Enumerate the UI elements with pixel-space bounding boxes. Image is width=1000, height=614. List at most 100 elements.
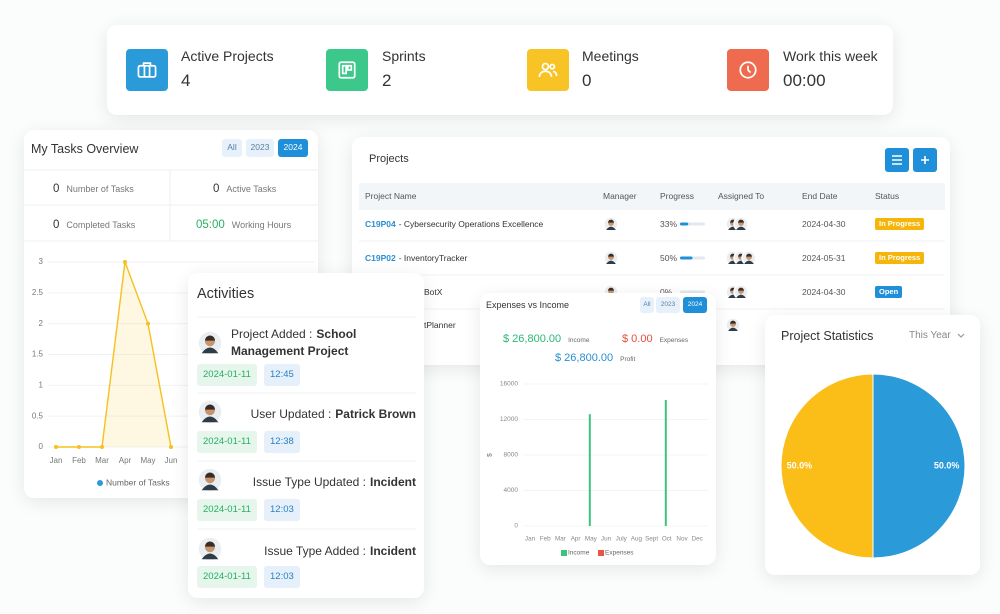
project-code[interactable]: C19P04: [365, 219, 396, 229]
summary: $ 26,800.00 Income: [503, 330, 589, 349]
tasks-chart: 0 0.5 1 1.5 2 2.5 3 Jan Feb Mar Apr May Jun Number of…: [24, 169, 318, 487]
legend-marker: [598, 550, 604, 556]
x-tick-label: May: [140, 456, 155, 465]
avatar-body: [744, 260, 754, 264]
projects-graphics: [359, 148, 945, 333]
pie-slice: [780, 373, 874, 559]
metric: 0 Number of Tasks: [53, 180, 134, 197]
x-tick-label: Apr: [119, 456, 132, 465]
avatar-hair: [608, 287, 614, 291]
avatar-body: [606, 226, 616, 230]
x-tick-label: Aug: [631, 536, 643, 543]
point: [146, 321, 150, 326]
metric-value: 0: [213, 183, 220, 195]
expenses-chart: 0 4000 8000 12000 16000 $ Jan Feb Mar Apr May Jun Ju…: [487, 381, 708, 557]
stat-label: Active Projects: [181, 48, 274, 64]
y-tick-label: 2: [39, 319, 44, 328]
summary-label: Income: [568, 337, 590, 344]
stat-icon: [727, 49, 769, 91]
y-axis-label: $: [487, 453, 494, 457]
x-tick-label: Oct: [662, 536, 672, 543]
table-header-bg: [359, 183, 945, 210]
x-tick-label: Feb: [72, 456, 86, 465]
project-name: tPlanner: [424, 317, 456, 333]
activity-text: Project Added : School Management Project: [231, 326, 381, 360]
activity-text: Issue Type Updated : Incident: [253, 474, 416, 490]
x-tick-label: May: [585, 536, 598, 543]
x-tick-label: Jun: [601, 536, 612, 543]
metric-label: Completed Tasks: [66, 220, 136, 230]
y-tick-label: 8000: [504, 452, 519, 459]
point: [77, 445, 81, 449]
progress-label: 0%: [660, 287, 673, 297]
stat-value: 2: [382, 71, 392, 90]
data-label: 50.0%: [787, 460, 813, 470]
legend-label: Number of Tasks: [106, 477, 170, 487]
activity-date: 2024-01-11: [197, 499, 257, 521]
summary-value: $ 0.00: [622, 333, 653, 345]
activity-text: User Updated : Patrick Brown: [251, 406, 416, 422]
x-tick-label: Jan: [525, 536, 536, 543]
y-tick-label: 1: [39, 380, 44, 389]
x-tick-label: Jun: [165, 456, 178, 465]
pie-chart: 50.0% 50.0%: [780, 333, 966, 559]
column-header: Manager: [603, 191, 637, 201]
filter-button[interactable]: 2023: [246, 139, 274, 157]
y-tick-label: 4000: [504, 487, 519, 494]
metric-value: 0: [53, 183, 60, 195]
point: [123, 260, 127, 264]
filter-button[interactable]: All: [640, 297, 654, 313]
y-tick-label: 0: [514, 523, 518, 530]
avatar-body: [201, 416, 219, 423]
filter-button[interactable]: 2024: [278, 139, 308, 157]
stat-value: 4: [181, 71, 191, 90]
stats-bar: Active Projects 4 Sprints 2 Meetings 0 W…: [107, 25, 893, 115]
stat-label: Meetings: [582, 48, 639, 64]
project-title[interactable]: BotX: [424, 287, 443, 297]
metric-label: Working Hours: [231, 220, 292, 230]
bar: [588, 414, 591, 526]
avatar-hair: [204, 335, 216, 341]
project-title[interactable]: tPlanner: [424, 320, 456, 330]
y-tick-label: 0: [39, 442, 44, 451]
summary: $ 26,800.00 Profit: [555, 349, 635, 368]
progress-bar: [680, 222, 689, 226]
card-title: My Tasks Overview: [31, 142, 139, 156]
project-name: C19P04- Cybersecurity Operations Excelle…: [365, 216, 543, 232]
activity-time: 12:45: [264, 364, 300, 386]
status-badge: In Progress: [875, 218, 925, 230]
avatar-body: [736, 226, 746, 230]
point: [169, 445, 173, 449]
filter-button[interactable]: 2023: [656, 297, 680, 313]
filter-button[interactable]: All: [222, 139, 242, 157]
avatar-hair: [204, 404, 216, 410]
bar: [664, 399, 667, 526]
pie-slice: [872, 373, 966, 559]
avatar-hair: [204, 541, 216, 547]
project-title[interactable]: - Cybersecurity Operations Excellence: [398, 219, 544, 229]
metric: 0 Completed Tasks: [53, 216, 135, 233]
progress-bar: [680, 256, 693, 260]
project-title[interactable]: - InventoryTracker: [398, 253, 468, 263]
x-tick-label: Sept: [645, 536, 658, 543]
period-filter[interactable]: This Year: [909, 330, 951, 341]
status-badge: Open: [875, 286, 903, 298]
project-name: BotX: [424, 284, 442, 300]
card-title: Activities: [197, 286, 255, 302]
avatar-hair: [608, 219, 614, 223]
avatar-hair: [204, 472, 216, 478]
avatar-hair: [746, 253, 752, 257]
summary-label: Profit: [620, 356, 636, 363]
filter-button[interactable]: 2024: [683, 297, 707, 313]
stat-label: Sprints: [382, 48, 426, 64]
avatar-body: [201, 347, 219, 354]
point: [100, 445, 104, 449]
project-code[interactable]: C19P02: [365, 253, 396, 263]
chart-title: Project Statistics: [781, 329, 874, 343]
avatar-hair: [738, 287, 744, 291]
metric-label: Active Tasks: [226, 184, 277, 194]
card-title: Projects: [369, 153, 409, 165]
metric-value: 0: [53, 219, 60, 231]
activity-date: 2024-01-11: [197, 431, 257, 453]
